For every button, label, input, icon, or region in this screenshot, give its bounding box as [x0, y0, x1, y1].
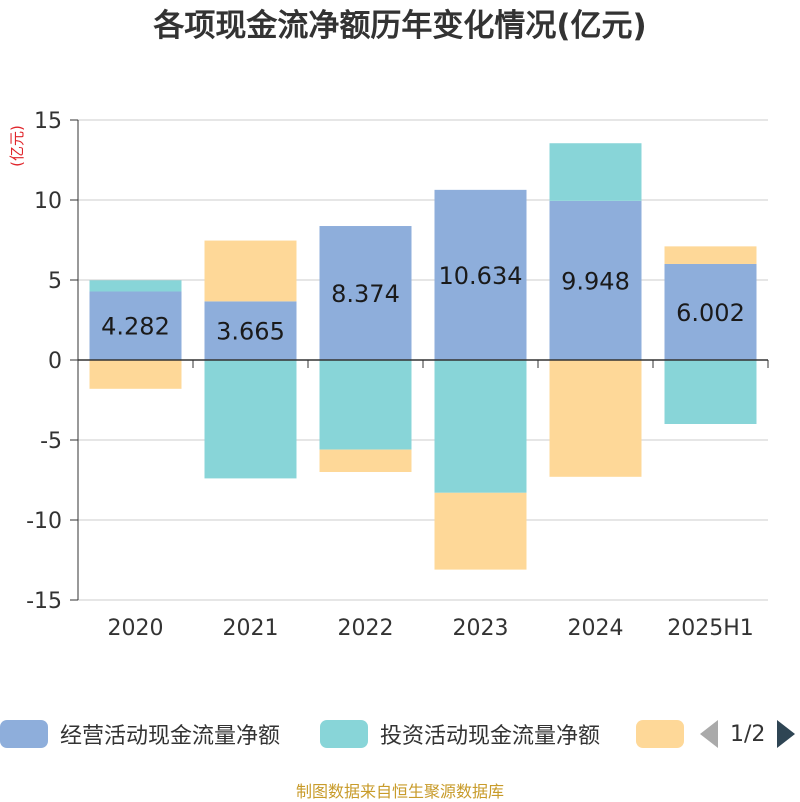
bar-series2-2021[interactable] — [204, 240, 297, 302]
bar-series2-2020[interactable] — [89, 360, 182, 389]
x-tick-label: 2022 — [338, 616, 394, 641]
axes: 15 10 5 0 -5 -10 -15 2020 2021 2022 2023 2024 2025H1 — [26, 109, 769, 641]
y-tick-label: -10 — [26, 509, 62, 534]
legend-item-operating[interactable]: 经营活动现金流量净额 — [0, 714, 280, 754]
bar-series0-2025H1[interactable] — [664, 263, 757, 360]
legend-swatch-financing — [636, 720, 684, 748]
bar-value-label: 6.002 — [676, 299, 745, 327]
x-tick-label: 2025H1 — [667, 616, 754, 641]
legend-prev-icon[interactable] — [700, 720, 718, 748]
chart-title: 各项现金流净额历年变化情况(亿元) — [153, 8, 647, 44]
y-tick-label: 15 — [34, 109, 62, 134]
bar-labels: 4.282 3.665 8.374 10.634 9.948 6.002 — [101, 262, 745, 346]
bars — [89, 143, 757, 570]
bar-series1-2020[interactable] — [89, 280, 182, 292]
y-tick-label: 10 — [34, 189, 62, 214]
bar-series1-2025H1[interactable] — [664, 360, 757, 424]
bar-series0-2022[interactable] — [319, 226, 412, 360]
bar-series1-2024[interactable] — [549, 143, 642, 201]
source-note: 制图数据来自恒生聚源数据库 — [295, 782, 504, 801]
bar-value-label: 8.374 — [331, 280, 400, 308]
bar-value-label: 4.282 — [101, 313, 170, 341]
bar-value-label: 3.665 — [216, 318, 285, 346]
bar-series2-2022[interactable] — [319, 449, 412, 472]
bar-series2-2024[interactable] — [549, 360, 642, 477]
bar-series0-2021[interactable] — [204, 301, 297, 360]
x-tick-label: 2023 — [453, 616, 509, 641]
bar-series0-2024[interactable] — [549, 200, 642, 360]
bar-series0-2023[interactable] — [434, 189, 527, 360]
y-tick-label: 0 — [48, 349, 62, 374]
y-unit-label: (亿元) — [8, 125, 26, 167]
legend-item-financing[interactable] — [636, 714, 684, 754]
legend-pager: 1/2 — [700, 714, 796, 754]
bar-series2-2023[interactable] — [434, 492, 527, 570]
y-tick-label: 5 — [48, 269, 62, 294]
x-tick-label: 2024 — [568, 616, 624, 641]
x-tick-label: 2021 — [223, 616, 279, 641]
x-tick-label: 2020 — [108, 616, 164, 641]
legend-label-operating: 经营活动现金流量净额 — [60, 724, 281, 749]
legend: 经营活动现金流量净额 投资活动现金流量净额 1/2 — [0, 714, 800, 754]
legend-swatch-operating — [0, 720, 48, 748]
y-tick-label: -15 — [26, 589, 62, 614]
chart-svg: 15 10 5 0 -5 -10 -15 2020 2021 2022 2023 2024 2025H1… — [8, 109, 769, 641]
bar-series2-2025H1[interactable] — [664, 246, 757, 264]
legend-item-investing[interactable]: 投资活动现金流量净额 — [320, 714, 600, 754]
bar-value-label: 10.634 — [439, 262, 523, 290]
legend-page-indicator: 1/2 — [730, 721, 766, 747]
y-tick-label: -5 — [40, 429, 62, 454]
bar-series1-2023[interactable] — [434, 360, 527, 493]
bar-series1-2021[interactable] — [204, 360, 297, 479]
bar-series1-2022[interactable] — [319, 360, 412, 450]
legend-label-investing: 投资活动现金流量净额 — [380, 724, 601, 749]
bar-value-label: 9.948 — [561, 267, 630, 295]
bar-series0-2020[interactable] — [89, 291, 182, 360]
legend-swatch-investing — [320, 720, 368, 748]
legend-next-icon[interactable] — [777, 720, 796, 748]
